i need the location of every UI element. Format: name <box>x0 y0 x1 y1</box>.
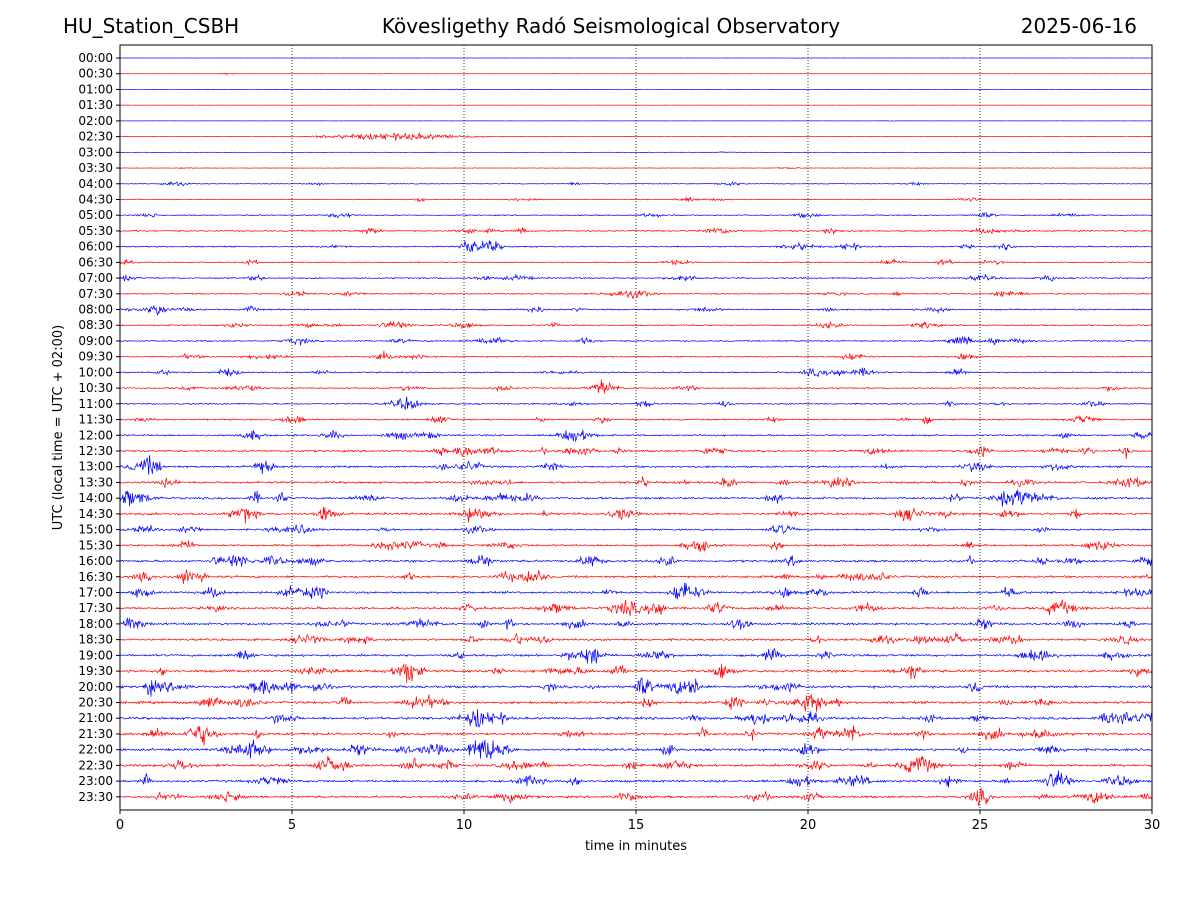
trace-1230 <box>119 446 1153 459</box>
trace-0530 <box>119 227 1153 235</box>
y-tick-label: 12:30 <box>78 444 113 458</box>
trace-2230 <box>119 755 1153 773</box>
y-tick-label: 15:00 <box>78 523 113 537</box>
x-tick-label: 20 <box>800 818 817 833</box>
station-name: HU_Station_CSBH <box>63 14 240 38</box>
plot-frame <box>119 44 1153 811</box>
y-tick-label: 03:30 <box>78 161 113 175</box>
y-tick-label: 01:00 <box>78 82 113 96</box>
y-tick-label: 19:00 <box>78 648 113 662</box>
y-tick-label: 10:30 <box>78 381 113 395</box>
plot-date: 2025-06-16 <box>1020 14 1137 38</box>
trace-1030 <box>119 379 1153 394</box>
y-tick-label: 23:00 <box>78 774 113 788</box>
y-tick-label: 12:00 <box>78 428 113 442</box>
y-tick-label: 22:00 <box>78 743 113 757</box>
y-tick-label: 02:00 <box>78 114 113 128</box>
trace-1730 <box>119 599 1153 617</box>
y-tick-label: 05:00 <box>78 208 113 222</box>
y-tick-label: 03:00 <box>78 145 113 159</box>
y-tick-label: 09:30 <box>78 350 113 364</box>
trace-0300 <box>119 151 1153 154</box>
trace-2300 <box>119 770 1153 788</box>
y-tick-label: 13:00 <box>78 460 113 474</box>
y-tick-label: 01:30 <box>78 98 113 112</box>
y-tick-label: 11:30 <box>78 413 113 427</box>
y-tick-label: 08:30 <box>78 318 113 332</box>
y-tick-label: 14:00 <box>78 491 113 505</box>
y-tick-label: 02:30 <box>78 130 113 144</box>
trace-2330 <box>119 787 1153 807</box>
trace-0500 <box>119 212 1153 219</box>
y-tick-label: 17:00 <box>78 585 113 599</box>
y-tick-label: 06:00 <box>78 240 113 254</box>
trace-1530 <box>119 540 1153 552</box>
y-tick-label: 00:00 <box>78 51 113 65</box>
y-tick-label: 05:30 <box>78 224 113 238</box>
y-tick-label: 23:30 <box>78 790 113 804</box>
trace-2130 <box>119 725 1153 746</box>
y-tick-label: 16:00 <box>78 554 113 568</box>
trace-0030 <box>119 72 1153 76</box>
y-axis-label: UTC (local time = UTC + 02:00) <box>51 325 66 530</box>
trace-2100 <box>119 709 1153 729</box>
y-tick-label: 19:30 <box>78 664 113 678</box>
y-tick-label: 20:30 <box>78 696 113 710</box>
trace-2030 <box>119 693 1153 712</box>
x-tick-label: 25 <box>972 818 989 833</box>
y-tick-label: 20:00 <box>78 680 113 694</box>
y-tick-label: 15:30 <box>78 538 113 552</box>
x-tick-label: 15 <box>628 818 645 833</box>
x-axis-label: time in minutes <box>585 839 687 854</box>
y-tick-label: 07:00 <box>78 271 113 285</box>
trace-1900 <box>119 647 1153 664</box>
y-tick-label: 13:30 <box>78 475 113 489</box>
x-tick-label: 0 <box>116 818 124 833</box>
y-tick-label: 07:30 <box>78 287 113 301</box>
x-tick-label: 30 <box>1144 818 1161 833</box>
trace-1600 <box>119 554 1153 567</box>
trace-1800 <box>119 617 1153 631</box>
trace-1430 <box>119 506 1153 524</box>
x-tick-label: 5 <box>288 818 296 833</box>
x-tick-label: 10 <box>456 818 473 833</box>
trace-0230 <box>119 131 1153 142</box>
trace-0800 <box>119 305 1153 316</box>
y-tick-label: 22:30 <box>78 758 113 772</box>
trace-0900 <box>119 336 1153 346</box>
x-axis-ticks: 0 5 10 15 20 25 30 <box>116 810 1160 833</box>
trace-1100 <box>119 396 1153 410</box>
y-tick-label: 11:00 <box>78 397 113 411</box>
page-title: Kövesligethy Radó Seismological Observat… <box>381 14 841 38</box>
trace-0930 <box>119 350 1153 360</box>
y-tick-label: 08:00 <box>78 303 113 317</box>
y-tick-label: 10:00 <box>78 365 113 379</box>
y-tick-label: 06:30 <box>78 255 113 269</box>
trace-0630 <box>119 258 1153 266</box>
y-tick-label: 00:30 <box>78 67 113 81</box>
trace-1130 <box>119 414 1153 425</box>
trace-1930 <box>119 663 1153 683</box>
trace-2000 <box>119 677 1153 697</box>
trace-0430 <box>119 196 1153 203</box>
trace-0100 <box>119 88 1153 91</box>
y-tick-label: 16:30 <box>78 570 113 584</box>
y-tick-label: 21:30 <box>78 727 113 741</box>
y-tick-label: 04:30 <box>78 192 113 206</box>
y-tick-label: 21:00 <box>78 711 113 725</box>
trace-0700 <box>119 274 1153 282</box>
y-tick-label: 17:30 <box>78 601 113 615</box>
y-tick-label: 18:30 <box>78 633 113 647</box>
y-tick-label: 18:00 <box>78 617 113 631</box>
time-gridlines <box>291 45 981 810</box>
y-tick-label: 14:30 <box>78 507 113 521</box>
y-tick-label: 09:00 <box>78 334 113 348</box>
y-tick-label: 04:00 <box>78 177 113 191</box>
